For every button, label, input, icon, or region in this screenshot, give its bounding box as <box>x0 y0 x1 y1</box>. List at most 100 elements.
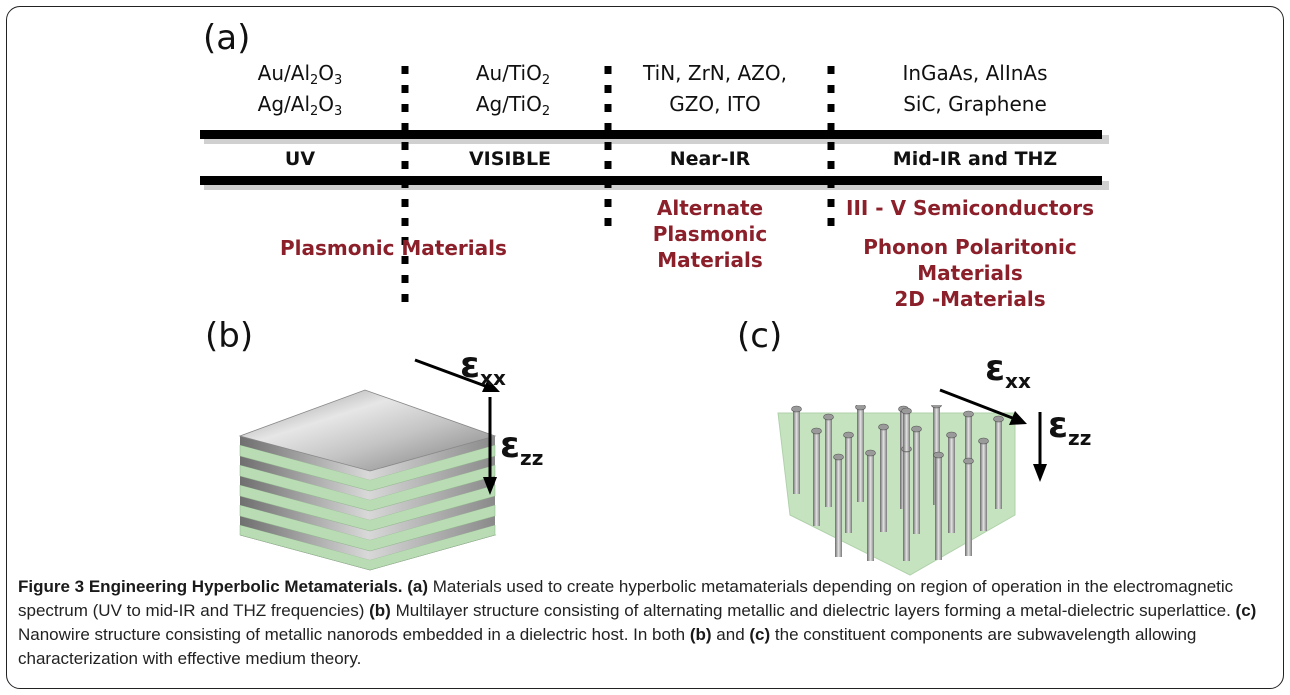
epsilon-xx-c: εxx <box>985 348 1031 393</box>
nanorod-cap <box>963 410 974 418</box>
nanorod-cap <box>933 451 944 459</box>
material-group-near-ir: TiN, ZrN, AZO, GZO, ITO <box>630 58 800 120</box>
nanorod <box>935 455 942 560</box>
arrows-b <box>414 358 500 495</box>
arrow-xx-b <box>414 358 489 389</box>
dotted-divider-visible-near-ir <box>604 66 612 232</box>
category-iii-v-semiconductors: III - V Semiconductors <box>846 196 1094 220</box>
nanorod-cap <box>811 427 822 435</box>
multilayer-stack-diagram <box>238 389 497 571</box>
band-label-mid-ir-thz: Mid-IR and THZ <box>892 148 1058 170</box>
material-line-tin-zrn-azo: TiN, ZrN, AZO, <box>643 61 787 85</box>
material-au-al2o3: Au/Al2O3 <box>257 61 343 88</box>
arrow-zz-b-head <box>483 477 497 495</box>
category-alternate-line-1: Alternate <box>656 196 764 220</box>
nanorod-cap <box>878 423 889 431</box>
caption-tag-a: (a) <box>407 577 429 596</box>
spectrum-top-bar-shadow <box>204 135 1109 144</box>
category-alternate-line-2: Plasmonic <box>652 222 768 246</box>
nanorod-cap <box>993 415 1004 423</box>
nanorod-cap <box>963 457 974 465</box>
metal-layer <box>240 436 495 480</box>
material-group-mid-ir: InGaAs, AlInAs SiC, Graphene <box>880 58 1070 120</box>
material-line-sic-graphene: SiC, Graphene <box>903 92 1047 116</box>
category-plasmonic-materials: Plasmonic Materials <box>280 236 507 260</box>
nanorod-cap <box>791 405 802 413</box>
material-group-visible: Au/TiO2 Ag/TiO2 <box>458 58 568 120</box>
nanorod-cap <box>901 407 912 415</box>
material-group-uv: Au/Al2O3 Ag/Al2O3 <box>250 58 350 120</box>
category-2d-materials: 2D -Materials <box>894 287 1046 311</box>
caption-text-end: the constituent components are subwavele… <box>18 625 1197 668</box>
metal-layer <box>240 516 495 560</box>
caption-text-c: Nanowire structure consisting of metalli… <box>18 625 690 644</box>
nanorod-cap <box>823 413 834 421</box>
dotted-divider-uv-visible <box>401 66 409 305</box>
nanorod <box>980 441 987 531</box>
material-au-tio2: Au/TiO2 <box>475 61 551 88</box>
material-ag-tio2: Ag/TiO2 <box>475 92 551 119</box>
layer-stack <box>238 389 497 571</box>
metal-layer <box>240 476 495 520</box>
band-label-uv: UV <box>284 148 316 170</box>
epsilon-zz-b: εzz <box>500 425 544 470</box>
nanorod <box>965 461 972 556</box>
caption-text-a: Materials used to create hyperbolic meta… <box>18 577 1234 620</box>
nanorod-cap <box>946 431 957 439</box>
nanorod-cap <box>978 437 989 445</box>
nanorod <box>825 417 832 507</box>
spectrum-bottom-bar <box>200 176 1102 185</box>
nanorod <box>948 435 955 533</box>
nanorod <box>903 411 910 451</box>
category-alternate-plasmonic: Alternate Plasmonic Materials <box>640 195 780 273</box>
band-label-visible: VISIBLE <box>468 148 552 170</box>
figure-caption: Figure 3 Engineering Hyperbolic Metamate… <box>18 575 1278 671</box>
arrow-zz-c-head <box>1033 464 1047 482</box>
caption-tag-b-2: (b) <box>689 625 712 644</box>
nanorod <box>845 435 852 533</box>
nanorod <box>835 457 842 557</box>
arrow-xx-c <box>939 388 1016 421</box>
spectrum-top-bar <box>200 130 1102 139</box>
nanorod-cap <box>843 431 854 439</box>
spectrum-bottom-bar-shadow <box>204 181 1109 190</box>
epsilon-zz-c: εzz <box>1048 405 1092 450</box>
nanorod-cap <box>911 425 922 433</box>
nanorod <box>880 427 887 532</box>
arrows-c <box>939 388 1027 425</box>
category-alternate-line-3: Materials <box>657 248 763 272</box>
nanorod <box>793 409 800 494</box>
arrow-xx-c-head <box>1009 411 1027 425</box>
metal-top-surface <box>238 389 497 472</box>
nanowire-array <box>791 405 1004 561</box>
arrow-zz-c-svg <box>1033 412 1047 482</box>
nanorod-cap <box>865 449 876 457</box>
epsilon-xx-b: εxx <box>460 345 506 390</box>
figure-frame <box>6 6 1284 689</box>
dotted-divider-near-ir-mid-ir <box>827 66 835 232</box>
nanorod-cap <box>931 405 942 409</box>
nanorod <box>857 407 864 502</box>
metal-layer <box>240 496 495 540</box>
nanorod <box>867 453 874 561</box>
nanorod <box>995 419 1002 509</box>
caption-text-b: Multilayer structure consisting of alter… <box>390 601 1236 620</box>
category-phonon-polaritonic: Phonon Polaritonic Materials 2D -Materia… <box>860 234 1080 312</box>
nanorod <box>903 449 910 561</box>
material-line-gzo-ito: GZO, ITO <box>669 92 761 116</box>
nanorod-cap <box>855 405 866 411</box>
caption-text-and: and <box>711 625 750 644</box>
caption-tag-c: (c) <box>1235 601 1257 620</box>
caption-title: Figure 3 Engineering Hyperbolic Metamate… <box>18 577 403 596</box>
nanorod <box>913 429 920 534</box>
band-label-near-ir: Near-IR <box>669 148 751 170</box>
material-line-ingaas-alinas: InGaAs, AlInAs <box>902 61 1048 85</box>
panel-label-c: (c) <box>737 316 783 356</box>
panel-label-b: (b) <box>205 316 254 356</box>
nanorod <box>813 431 820 526</box>
caption-tag-c-2: (c) <box>749 625 771 644</box>
panel-label-a: (a) <box>203 18 251 58</box>
caption-tag-b: (b) <box>369 601 391 620</box>
nanorod-cap <box>833 453 844 461</box>
arrow-xx-b-head <box>482 379 500 392</box>
